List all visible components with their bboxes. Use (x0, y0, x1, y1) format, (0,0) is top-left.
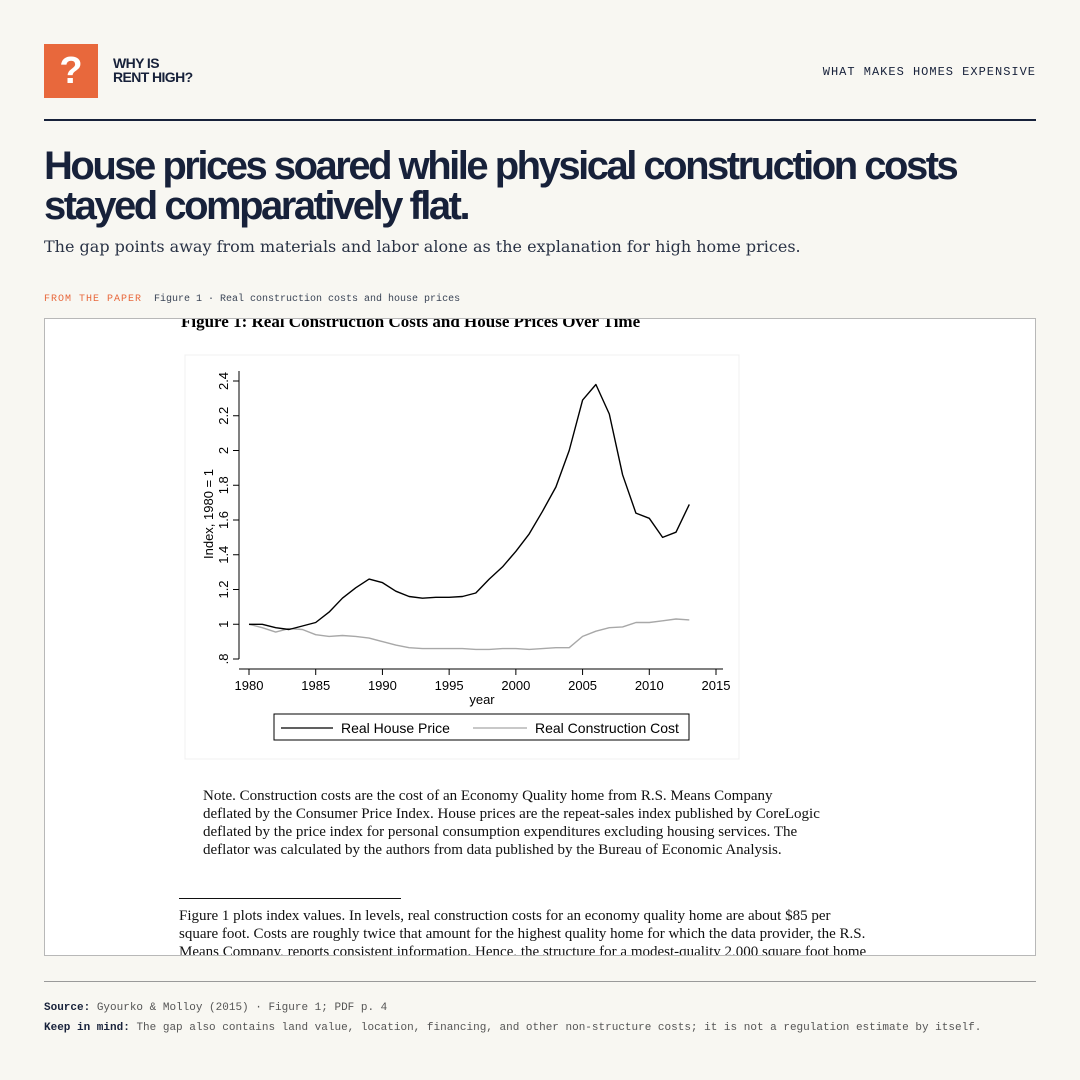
chart: Figure 1: Real Construction Costs and Ho… (181, 319, 740, 760)
y-tick-label: 1 (216, 621, 231, 628)
bottom-divider (44, 981, 1036, 982)
figure-caption: FROM THE PAPER Figure 1 · Real constructi… (44, 294, 460, 305)
footnote: Figure 1 plots index values. In levels, … (179, 907, 1035, 956)
brand-line-1: WHY IS (113, 55, 160, 71)
footnote-line-2: square foot. Costs are roughly twice tha… (179, 926, 866, 942)
legend-box (273, 713, 690, 741)
figure-panel: Figure 1: Real Construction Costs and Ho… (44, 318, 1036, 956)
figure-source-tag: FROM THE PAPER (44, 294, 143, 305)
top-divider (44, 119, 1036, 121)
x-tick-label: 2005 (568, 678, 597, 693)
chart-legend: Real House Price Real Construction Cost (273, 713, 690, 741)
source-text[interactable]: Gyourko & Molloy (2015) · Figure 1; PDF … (96, 1002, 388, 1014)
y-tick-label: 1.6 (216, 511, 231, 529)
y-tick-label: 2.4 (216, 372, 231, 390)
legend-label-house-price: Real House Price (341, 720, 450, 736)
footnote-divider (179, 898, 401, 899)
series-line-real-construction-cost (248, 618, 690, 651)
keep-in-mind-text: The gap also contains land value, locati… (136, 1022, 982, 1034)
section-label: WHAT MAKES HOMES EXPENSIVE (822, 65, 1036, 79)
subtitle: The gap points away from materials and l… (44, 237, 801, 256)
figure-note: Note. Construction costs are the cost of… (203, 788, 820, 858)
x-tick-label: 1990 (368, 678, 397, 693)
brand-wordmark[interactable]: WHY IS RENT HIGH? (113, 56, 193, 84)
keep-in-mind-label: Keep in mind: (44, 1022, 130, 1034)
legend-label-construction-cost: Real Construction Cost (535, 720, 679, 736)
footnote-line-1: Figure 1 plots index values. In levels, … (179, 908, 831, 924)
chart-plot-background (184, 354, 740, 760)
y-tick-label: .8 (216, 654, 231, 665)
series-line-real-house-price (249, 383, 690, 631)
y-tick-label: 2 (216, 447, 231, 454)
x-tick-label: 1985 (301, 678, 330, 693)
x-tick-label: 2015 (702, 678, 731, 693)
x-tick-label: 1995 (435, 678, 464, 693)
source-label: Source: (44, 1002, 91, 1014)
x-axis-label: year (469, 692, 495, 707)
y-tick-label: 1.8 (216, 476, 231, 494)
x-tick-label: 2010 (635, 678, 664, 693)
y-ticks: .8 1 1.2 1.4 1.6 1.8 2 2.2 2.4 (216, 372, 239, 664)
y-tick-label: 1.2 (216, 580, 231, 598)
source-line: Source: Gyourko & Molloy (2015) · Figure… (44, 1002, 387, 1014)
x-tick-label: 2000 (501, 678, 530, 693)
y-axis-label: Index, 1980 = 1 (201, 469, 216, 559)
footnote-line-3: Means Company, reports consistent inform… (179, 944, 867, 956)
x-tick-label: 1980 (235, 678, 264, 693)
y-tick-label: 2.2 (216, 407, 231, 425)
chart-series (248, 383, 690, 651)
headline: House prices soared while physical const… (44, 144, 959, 228)
question-mark-icon: ? (59, 50, 83, 92)
y-tick-label: 1.4 (216, 546, 231, 564)
keep-in-mind-line: Keep in mind: The gap also contains land… (44, 1022, 981, 1034)
figure-description: Figure 1 · Real construction costs and h… (154, 294, 461, 305)
brand-line-2: RENT HIGH? (113, 69, 193, 85)
logo: ? (44, 44, 98, 98)
x-ticks: 1980 1985 1990 1995 2000 2005 2010 2015 (235, 669, 731, 693)
chart-axes (238, 371, 723, 670)
chart-title: Figure 1: Real Construction Costs and Ho… (181, 319, 641, 331)
